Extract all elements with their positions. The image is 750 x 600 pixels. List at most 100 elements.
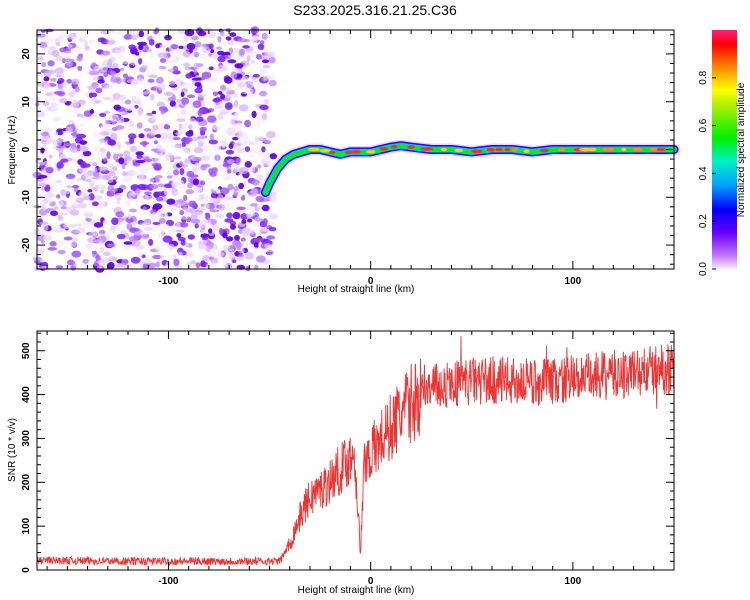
noise-blob: [208, 139, 218, 145]
noise-blob: [70, 196, 75, 202]
noise-blob: [194, 41, 202, 48]
noise-blob: [40, 221, 49, 225]
noise-blob: [79, 114, 86, 119]
noise-blob: [202, 254, 210, 262]
noise-blob: [168, 243, 175, 251]
noise-blob: [179, 161, 184, 167]
noise-blob: [217, 100, 226, 107]
noise-blob: [165, 261, 174, 269]
noise-blob: [223, 176, 232, 180]
noise-blob: [147, 78, 155, 83]
noise-blob: [97, 259, 105, 264]
spectrogram-ytick-label: 10: [21, 96, 32, 108]
noise-blob: [54, 115, 62, 122]
noise-blob: [241, 219, 247, 224]
noise-blob: [267, 73, 276, 80]
noise-blob: [197, 93, 207, 98]
noise-blob: [117, 153, 124, 157]
noise-blob: [36, 248, 46, 253]
ridge-peak: [440, 147, 447, 152]
colorbar-tick-label: 0.0: [698, 262, 709, 276]
noise-blob: [56, 194, 61, 199]
noise-blob: [78, 185, 86, 190]
noise-blob: [242, 29, 251, 37]
noise-blob: [166, 198, 176, 205]
noise-blob: [69, 147, 79, 153]
spectrogram-xtick-label: -100: [158, 276, 178, 287]
noise-blob: [43, 76, 50, 82]
noise-blob: [103, 254, 113, 259]
noise-blob: [123, 241, 133, 245]
noise-blob: [262, 85, 267, 90]
noise-blob: [223, 244, 228, 253]
noise-blob: [233, 120, 243, 124]
noise-blob: [66, 44, 73, 48]
noise-blob: [102, 59, 113, 68]
noise-blob: [100, 37, 106, 41]
noise-blob: [179, 168, 185, 175]
noise-blob: [208, 31, 216, 39]
noise-blob: [87, 237, 96, 243]
noise-blob: [165, 154, 174, 161]
noise-blob: [78, 38, 85, 43]
noise-blob: [251, 77, 259, 83]
noise-blob: [173, 55, 180, 60]
noise-blob: [93, 65, 101, 71]
noise-blob: [233, 93, 239, 98]
spectrogram-ytick-label: -20: [21, 237, 32, 252]
noise-blob: [123, 34, 133, 40]
spectrogram-xtick-label: 0: [368, 276, 374, 287]
colorbar-tick-label: 0.6: [698, 118, 709, 132]
snr-xtick-label: 0: [368, 576, 374, 587]
noise-blob: [75, 227, 86, 234]
noise-blob: [227, 183, 234, 191]
noise-blob: [131, 29, 140, 37]
noise-blob: [134, 104, 139, 109]
noise-blob: [191, 36, 199, 41]
noise-blob: [170, 144, 180, 149]
noise-blob: [256, 84, 261, 92]
noise-blob: [129, 58, 138, 66]
noise-blob: [222, 40, 227, 47]
noise-blob: [157, 148, 167, 153]
noise-blob: [166, 168, 172, 176]
noise-blob: [73, 108, 81, 114]
noise-blob: [180, 214, 189, 220]
noise-blob: [154, 157, 161, 162]
noise-blob: [72, 100, 77, 107]
noise-blob: [186, 252, 193, 256]
noise-blob: [247, 218, 253, 223]
noise-blob: [107, 28, 115, 34]
noise-blob: [169, 80, 176, 86]
noise-blob: [180, 222, 189, 228]
noise-blob: [95, 87, 103, 94]
noise-blob: [234, 165, 240, 173]
noise-blob: [141, 184, 149, 191]
noise-blob: [155, 191, 165, 197]
noise-blob: [120, 100, 126, 105]
noise-blob: [129, 120, 135, 128]
noise-blob: [223, 196, 234, 200]
noise-blob: [58, 72, 65, 80]
noise-blob: [159, 83, 169, 88]
noise-blob: [241, 134, 249, 141]
noise-blob: [190, 218, 201, 224]
noise-blob: [40, 147, 45, 154]
noise-blob: [193, 51, 200, 58]
noise-blob: [127, 169, 136, 177]
noise-blob: [159, 58, 167, 63]
noise-blob: [35, 71, 43, 76]
noise-blob: [204, 67, 210, 72]
ridge-peak: [486, 147, 495, 152]
noise-blob: [42, 235, 50, 241]
noise-blob: [66, 185, 73, 189]
noise-blob: [254, 237, 265, 242]
noise-blob: [187, 182, 194, 189]
noise-blob: [185, 189, 194, 195]
noise-blob: [72, 134, 78, 139]
noise-blob: [112, 166, 118, 172]
noise-blob: [48, 46, 57, 50]
noise-blob: [156, 76, 164, 84]
colorbar-tick-label: 0.2: [698, 214, 709, 228]
noise-blob: [47, 247, 57, 251]
